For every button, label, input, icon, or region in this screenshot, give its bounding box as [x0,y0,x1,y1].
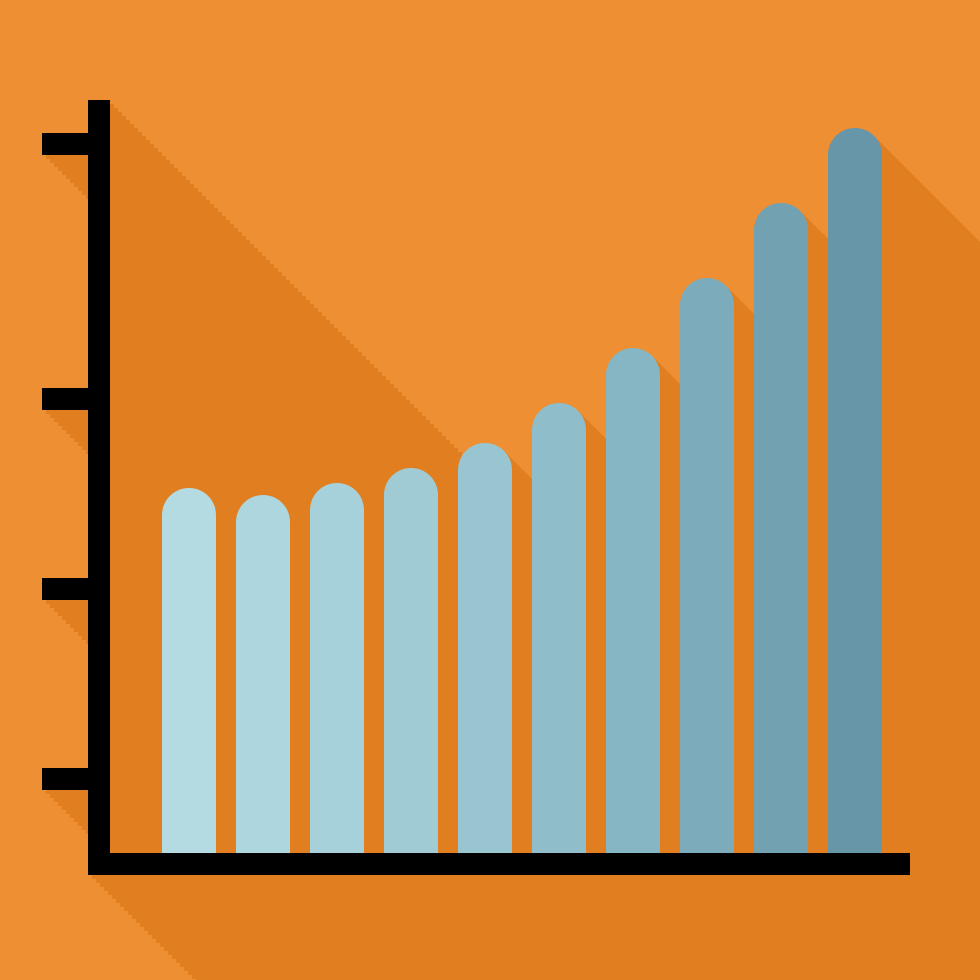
y-axis-tick [42,578,110,600]
y-axis-tick [42,388,110,410]
y-axis-tick [42,768,110,790]
chart-icon [0,0,980,980]
bar [754,203,808,853]
bar-chart-svg [0,0,980,980]
y-axis-tick [42,133,110,155]
bar [532,403,586,853]
bar [236,495,290,853]
bar [310,483,364,853]
bar [458,443,512,853]
x-axis [88,853,910,875]
bar [680,278,734,853]
bar [606,348,660,853]
y-axis [88,100,110,875]
bar [828,128,882,853]
bar [384,468,438,853]
bar [162,488,216,853]
